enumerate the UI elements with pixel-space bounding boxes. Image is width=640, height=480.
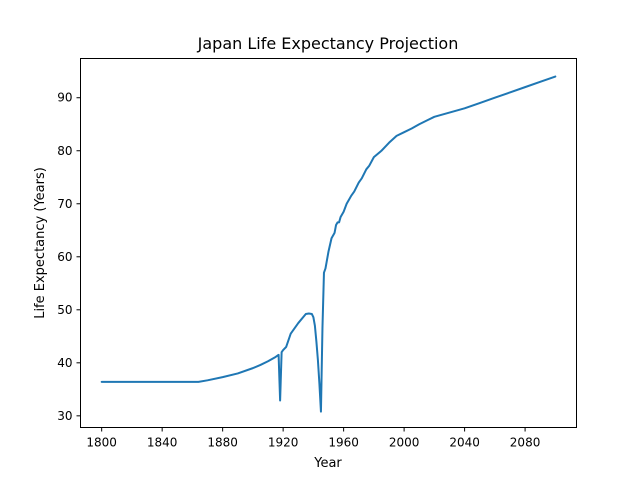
x-tick-label: 1920: [268, 436, 299, 450]
x-tick-label: 2040: [449, 436, 480, 450]
x-axis: 1800 1840 1880 1920 1960 2000 2040 2080: [86, 427, 541, 450]
x-tick-label: 1800: [86, 436, 117, 450]
x-tick-label: 2080: [510, 436, 541, 450]
x-tick-label: 1880: [207, 436, 238, 450]
chart-title: Japan Life Expectancy Projection: [197, 34, 459, 53]
series-line-0: [100, 75, 557, 413]
x-tick-label: 1960: [328, 436, 359, 450]
x-tick-label: 2000: [389, 436, 420, 450]
y-tick-label: 90: [57, 91, 72, 105]
x-axis-label: Year: [313, 456, 342, 471]
y-tick-label: 70: [57, 197, 72, 211]
x-tick-label: 1840: [147, 436, 178, 450]
y-tick-label: 80: [57, 144, 72, 158]
y-axis: 30 40 50 60 70 80 90: [57, 91, 81, 423]
plot-frame: [80, 58, 577, 428]
plot-area: [100, 75, 557, 413]
y-tick-label: 30: [57, 409, 72, 423]
y-tick-label: 50: [57, 303, 72, 317]
y-tick-label: 40: [57, 356, 72, 370]
y-tick-label: 60: [57, 250, 72, 264]
y-axis-label: Life Expectancy (Years): [33, 167, 48, 319]
